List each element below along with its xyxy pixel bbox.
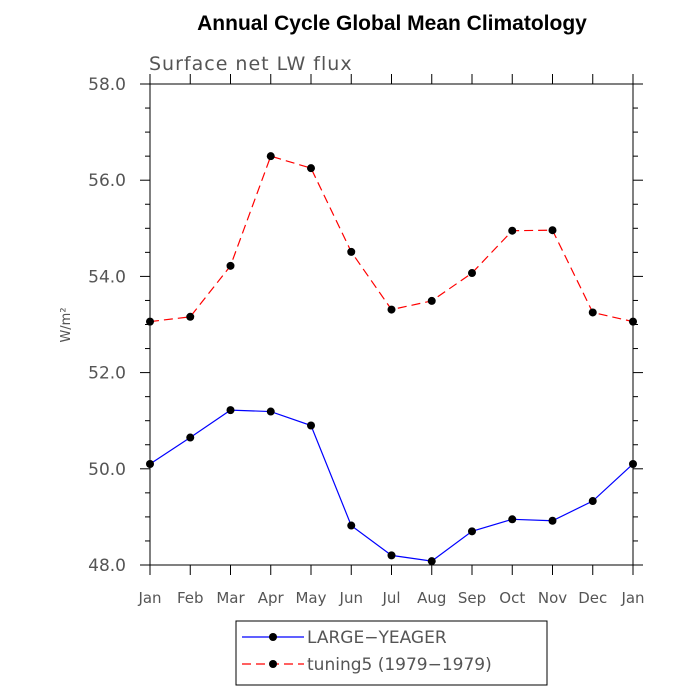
data-point bbox=[468, 527, 476, 536]
data-point bbox=[468, 269, 476, 278]
data-point bbox=[347, 521, 356, 530]
y-tick-label: 54.0 bbox=[88, 267, 126, 287]
x-tick-label: Jun bbox=[339, 589, 363, 607]
data-point bbox=[548, 226, 557, 235]
data-point bbox=[226, 406, 235, 415]
y-tick-label: 56.0 bbox=[88, 171, 126, 191]
data-point bbox=[226, 261, 235, 270]
x-tick-label: Jan bbox=[620, 589, 644, 607]
legend-marker-tuning5 bbox=[269, 660, 277, 668]
data-point bbox=[629, 459, 637, 468]
y-tick-label: 48.0 bbox=[88, 556, 126, 576]
data-point bbox=[629, 317, 637, 326]
data-point bbox=[347, 247, 356, 256]
data-point bbox=[588, 497, 597, 506]
data-point bbox=[307, 421, 315, 430]
data-point bbox=[186, 433, 195, 442]
plot-frame bbox=[149, 83, 634, 566]
series-line-1 bbox=[149, 155, 634, 323]
y-axis-label: W/m² bbox=[59, 307, 74, 342]
x-tick-label: Jul bbox=[381, 589, 400, 607]
legend-box bbox=[235, 620, 548, 686]
data-point bbox=[146, 317, 154, 326]
x-tick-label: Feb bbox=[177, 589, 204, 607]
data-point bbox=[508, 226, 517, 235]
x-tick-label: Nov bbox=[538, 589, 567, 607]
legend-label-tuning5: tuning5 (1979−1979) bbox=[307, 655, 492, 675]
chart-subtitle: Surface net LW flux bbox=[149, 53, 353, 75]
x-tick-label: Jan bbox=[137, 589, 161, 607]
legend-marker-large-yeager bbox=[269, 633, 277, 641]
data-point bbox=[427, 296, 436, 305]
data-point bbox=[588, 308, 597, 317]
y-tick-label: 50.0 bbox=[88, 460, 126, 480]
data-point bbox=[266, 152, 275, 161]
data-point bbox=[548, 516, 557, 525]
series-group bbox=[146, 152, 637, 566]
data-point bbox=[266, 407, 275, 416]
x-tick-label: Sep bbox=[458, 589, 486, 607]
x-tick-label: Oct bbox=[499, 589, 525, 607]
chart-title: Annual Cycle Global Mean Climatology bbox=[197, 12, 587, 35]
data-point bbox=[146, 459, 154, 468]
x-tick-label: May bbox=[295, 589, 326, 607]
legend-label-large-yeager: LARGE−YEAGER bbox=[307, 628, 447, 648]
series-line-0 bbox=[149, 409, 634, 562]
data-point bbox=[387, 305, 396, 314]
x-tick-label: Mar bbox=[216, 589, 245, 607]
x-tick-label: Apr bbox=[258, 589, 285, 607]
x-tick-label: Aug bbox=[417, 589, 446, 607]
data-point bbox=[186, 312, 195, 321]
y-tick-label: 58.0 bbox=[88, 75, 126, 95]
data-point bbox=[307, 164, 315, 173]
data-point bbox=[387, 551, 396, 560]
x-tick-label: Dec bbox=[578, 589, 607, 607]
data-point bbox=[427, 557, 436, 566]
y-tick-label: 52.0 bbox=[88, 364, 126, 384]
data-point bbox=[508, 515, 517, 524]
legend: LARGE−YEAGER tuning5 (1979−1979) bbox=[235, 620, 548, 686]
axes: 48.0 50.0 52.0 54.0 56.0 58.0 Jan Feb Mar Apr May J… bbox=[88, 74, 645, 607]
